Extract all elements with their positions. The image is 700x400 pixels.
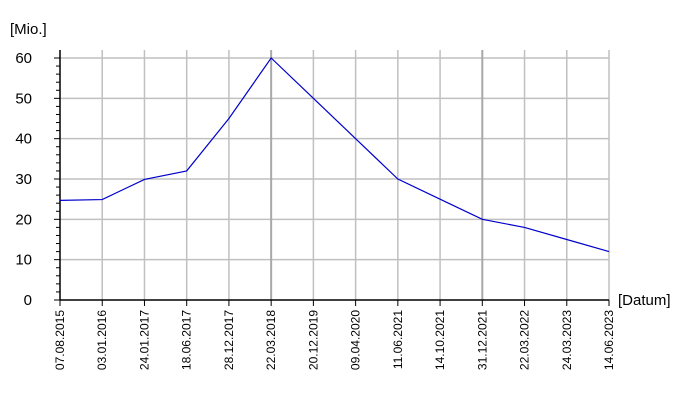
x-tick-label: 07.08.2015 [53,310,67,370]
y-tick-label: 20 [15,211,32,228]
axes [59,50,609,301]
x-tick-label: 11.06.2021 [391,310,405,369]
y-tick-label: 0 [24,292,32,309]
y-axis-unit-label: [Mio.] [10,21,47,38]
x-tick-label: 14.06.2023 [602,310,616,370]
x-tick-labels: 07.08.2015 03.01.2016 24.01.2017 18.06.2017… [53,300,616,370]
y-minor-ticks [54,57,60,301]
x-tick-label: 14.10.2021 [433,310,447,370]
y-tick-label: 50 [15,90,32,107]
x-tick-label: 18.06.2017 [180,310,194,370]
x-tick-label: 24.03.2023 [560,310,574,370]
x-tick-label: 24.01.2017 [137,310,151,370]
x-tick-label: 22.03.2022 [518,310,532,370]
grid [60,50,610,300]
x-tick-label: 20.12.2019 [306,310,320,370]
x-tick-label: 22.03.2018 [264,310,278,370]
x-tick-label: 09.04.2020 [349,310,363,370]
y-tick-label: 60 [15,50,32,67]
x-tick-label: 28.12.2017 [222,310,236,370]
y-tick-label: 10 [15,252,32,269]
x-tick-label: 03.01.2016 [95,310,109,370]
x-axis-unit-label: [Datum] [618,292,671,309]
series-line [59,57,610,253]
y-tick-labels: 0 10 20 30 40 50 60 [15,50,32,309]
y-tick-label: 40 [15,131,32,148]
y-tick-label: 30 [15,171,32,188]
x-tick-label: 31.12.2021 [475,310,489,370]
